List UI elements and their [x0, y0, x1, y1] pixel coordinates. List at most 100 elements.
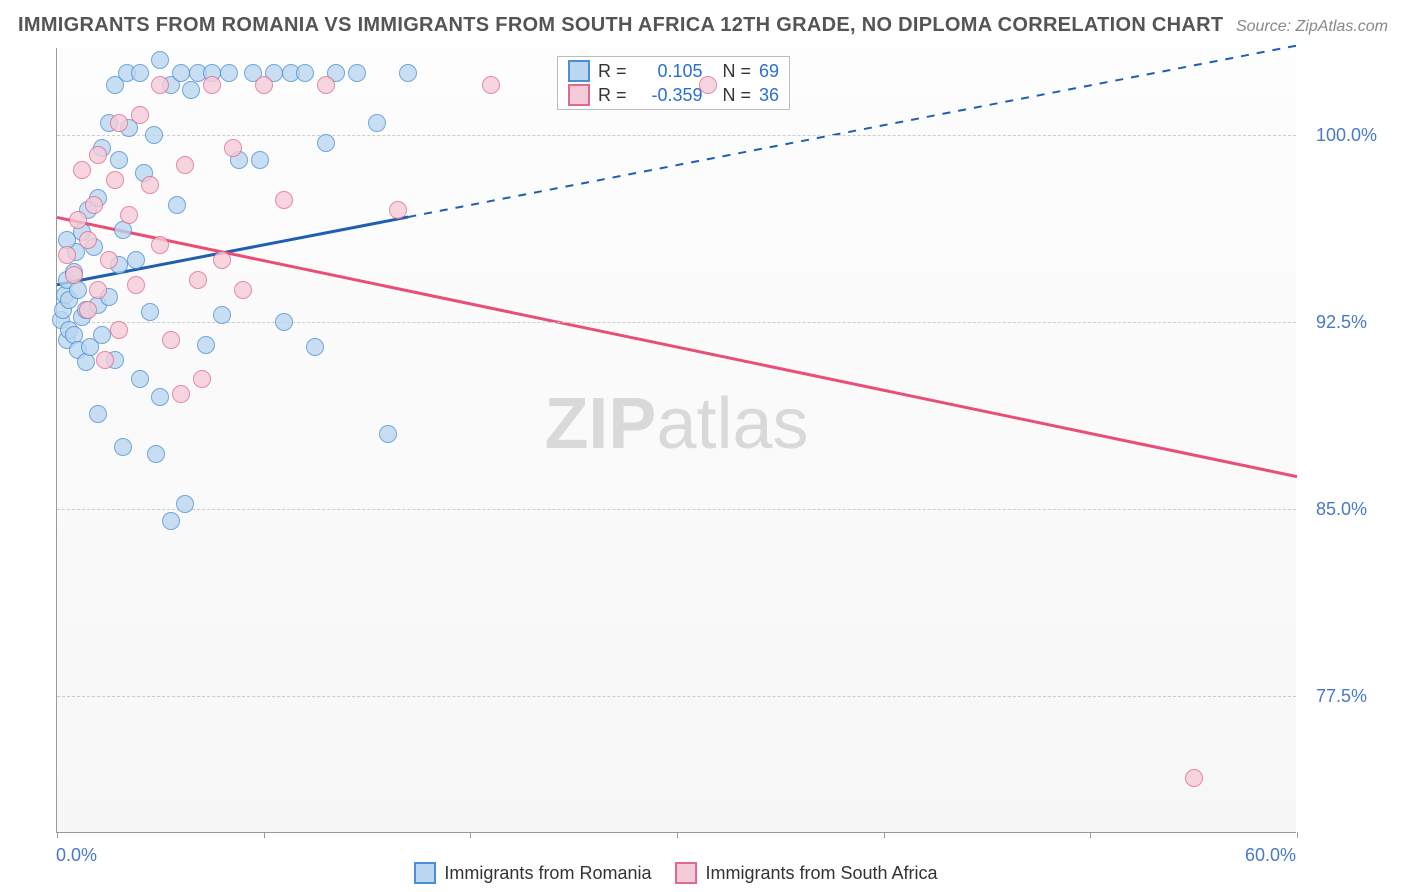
scatter-point-romania: [182, 81, 200, 99]
scatter-point-romania: [127, 251, 145, 269]
chart-header: IMMIGRANTS FROM ROMANIA VS IMMIGRANTS FR…: [18, 14, 1388, 37]
scatter-point-romania: [141, 303, 159, 321]
x-tick: [677, 832, 678, 838]
x-tick: [1297, 832, 1298, 838]
scatter-point-south_africa: [131, 106, 149, 124]
scatter-point-romania: [89, 405, 107, 423]
scatter-point-south_africa: [100, 251, 118, 269]
stats-legend: R = 0.105 N = 69 R = -0.359 N = 36: [557, 56, 790, 110]
scatter-point-south_africa: [193, 370, 211, 388]
scatter-point-south_africa: [89, 146, 107, 164]
stat-n-label: N =: [723, 61, 752, 82]
scatter-point-romania: [306, 338, 324, 356]
gridline: [57, 322, 1296, 323]
scatter-point-south_africa: [89, 281, 107, 299]
legend-swatch: [568, 60, 590, 82]
scatter-point-south_africa: [699, 76, 717, 94]
legend-swatch: [675, 862, 697, 884]
scatter-point-romania: [131, 370, 149, 388]
scatter-point-south_africa: [127, 276, 145, 294]
stats-row-romania: R = 0.105 N = 69: [558, 59, 789, 83]
legend-swatch: [414, 862, 436, 884]
scatter-point-south_africa: [106, 171, 124, 189]
scatter-point-romania: [114, 438, 132, 456]
stat-r-value: -0.359: [635, 85, 703, 106]
scatter-point-south_africa: [151, 236, 169, 254]
chart-source: Source: ZipAtlas.com: [1236, 18, 1388, 36]
scatter-point-south_africa: [389, 201, 407, 219]
gridline: [57, 135, 1296, 136]
x-tick: [470, 832, 471, 838]
chart-title: IMMIGRANTS FROM ROMANIA VS IMMIGRANTS FR…: [18, 14, 1223, 37]
stat-r-value: 0.105: [635, 61, 703, 82]
legend-item-romania: Immigrants from Romania: [414, 862, 651, 884]
x-tick: [57, 832, 58, 838]
scatter-point-south_africa: [141, 176, 159, 194]
scatter-point-romania: [145, 126, 163, 144]
scatter-point-south_africa: [110, 321, 128, 339]
scatter-point-romania: [172, 64, 190, 82]
scatter-point-romania: [251, 151, 269, 169]
scatter-point-romania: [168, 196, 186, 214]
scatter-point-south_africa: [255, 76, 273, 94]
stat-n-value: 36: [759, 85, 779, 106]
scatter-point-romania: [368, 114, 386, 132]
scatter-point-romania: [275, 313, 293, 331]
legend-swatch: [568, 84, 590, 106]
trend-line-south_africa: [57, 217, 1297, 476]
scatter-point-romania: [151, 388, 169, 406]
scatter-point-south_africa: [162, 331, 180, 349]
scatter-point-south_africa: [65, 266, 83, 284]
scatter-point-south_africa: [176, 156, 194, 174]
scatter-point-south_africa: [224, 139, 242, 157]
scatter-point-romania: [151, 51, 169, 69]
scatter-point-south_africa: [79, 301, 97, 319]
scatter-point-romania: [93, 326, 111, 344]
scatter-point-romania: [379, 425, 397, 443]
y-tick-label: 77.5%: [1316, 686, 1367, 707]
scatter-point-romania: [213, 306, 231, 324]
scatter-point-romania: [220, 64, 238, 82]
x-tick: [884, 832, 885, 838]
legend-label: Immigrants from South Africa: [705, 863, 937, 884]
stats-row-south_africa: R = -0.359 N = 36: [558, 83, 789, 107]
chart-plot-area: ZIPatlas R = 0.105 N = 69 R = -0.359 N = 36: [56, 48, 1296, 833]
scatter-point-south_africa: [96, 351, 114, 369]
trend-line-dashed-romania: [408, 46, 1297, 217]
legend-item-south_africa: Immigrants from South Africa: [675, 862, 937, 884]
y-tick-label: 100.0%: [1316, 125, 1377, 146]
scatter-point-romania: [197, 336, 215, 354]
gridline: [57, 509, 1296, 510]
scatter-point-south_africa: [482, 76, 500, 94]
scatter-point-south_africa: [203, 76, 221, 94]
scatter-point-south_africa: [110, 114, 128, 132]
gridline: [57, 696, 1296, 697]
scatter-point-south_africa: [275, 191, 293, 209]
x-tick-label: 0.0%: [56, 845, 97, 866]
y-tick-label: 85.0%: [1316, 499, 1367, 520]
stat-r-label: R =: [598, 61, 627, 82]
scatter-point-south_africa: [1185, 769, 1203, 787]
scatter-point-south_africa: [189, 271, 207, 289]
x-tick-label: 60.0%: [1245, 845, 1296, 866]
scatter-point-romania: [317, 134, 335, 152]
scatter-point-romania: [348, 64, 366, 82]
scatter-point-romania: [162, 512, 180, 530]
scatter-point-romania: [296, 64, 314, 82]
scatter-point-romania: [147, 445, 165, 463]
stat-n-label: N =: [723, 85, 752, 106]
watermark: ZIPatlas: [544, 383, 808, 465]
scatter-point-south_africa: [58, 246, 76, 264]
y-tick-label: 92.5%: [1316, 312, 1367, 333]
stat-r-label: R =: [598, 85, 627, 106]
scatter-point-south_africa: [69, 211, 87, 229]
stat-n-value: 69: [759, 61, 779, 82]
scatter-point-south_africa: [317, 76, 335, 94]
scatter-point-south_africa: [213, 251, 231, 269]
scatter-point-south_africa: [172, 385, 190, 403]
scatter-point-south_africa: [73, 161, 91, 179]
scatter-point-south_africa: [120, 206, 138, 224]
scatter-point-south_africa: [234, 281, 252, 299]
scatter-point-romania: [110, 151, 128, 169]
series-legend: Immigrants from Romania Immigrants from S…: [56, 862, 1296, 884]
